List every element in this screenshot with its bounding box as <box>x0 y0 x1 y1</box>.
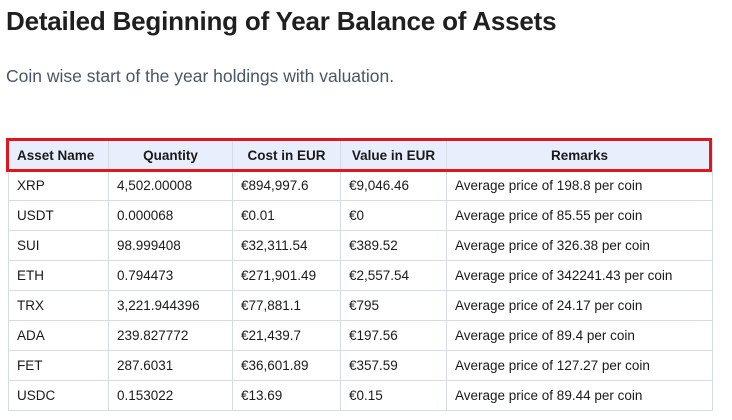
table-header: Asset Name Quantity Cost in EUR Value in… <box>8 140 713 171</box>
cell-remarks: Average price of 85.55 per coin <box>446 200 713 231</box>
cell-asset-name: FET <box>8 350 109 381</box>
cell-quantity: 0.153022 <box>108 380 233 411</box>
header-remarks: Remarks <box>446 140 713 171</box>
cell-quantity: 3,221.944396 <box>108 290 233 321</box>
cell-asset-name: SUI <box>8 230 109 261</box>
cell-quantity: 98.999408 <box>108 230 233 261</box>
cell-asset-name: ADA <box>8 320 109 351</box>
header-asset-name: Asset Name <box>8 140 109 171</box>
cell-cost: €36,601.89 <box>232 350 341 381</box>
header-cost-in-eur: Cost in EUR <box>232 140 341 171</box>
cell-quantity: 239.827772 <box>108 320 233 351</box>
cell-remarks: Average price of 24.17 per coin <box>446 290 713 321</box>
cell-cost: €0.01 <box>232 200 341 231</box>
cell-value: €357.59 <box>340 350 447 381</box>
cell-quantity: 0.794473 <box>108 260 233 291</box>
cell-cost: €21,439.7 <box>232 320 341 351</box>
cell-asset-name: USDC <box>8 380 109 411</box>
cell-value: €0.15 <box>340 380 447 411</box>
table-row: ADA 239.827772 €21,439.7 €197.56 Average… <box>8 320 713 351</box>
cell-remarks: Average price of 198.8 per coin <box>446 170 713 201</box>
table-row: XRP 4,502.00008 €894,997.6 €9,046.46 Ave… <box>8 170 713 201</box>
page-title: Detailed Beginning of Year Balance of As… <box>6 6 557 36</box>
cell-cost: €77,881.1 <box>232 290 341 321</box>
page-subtitle: Coin wise start of the year holdings wit… <box>6 66 395 86</box>
header-quantity: Quantity <box>108 140 233 171</box>
table-body: XRP 4,502.00008 €894,997.6 €9,046.46 Ave… <box>8 170 713 411</box>
cell-value: €0 <box>340 200 447 231</box>
table-row: TRX 3,221.944396 €77,881.1 €795 Average … <box>8 290 713 321</box>
assets-table: Asset Name Quantity Cost in EUR Value in… <box>8 140 713 411</box>
cell-remarks: Average price of 326.38 per coin <box>446 230 713 261</box>
table-row: FET 287.6031 €36,601.89 €357.59 Average … <box>8 350 713 381</box>
cell-cost: €32,311.54 <box>232 230 341 261</box>
cell-asset-name: TRX <box>8 290 109 321</box>
cell-value: €389.52 <box>340 230 447 261</box>
cell-value: €9,046.46 <box>340 170 447 201</box>
cell-cost: €271,901.49 <box>232 260 341 291</box>
table-header-row: Asset Name Quantity Cost in EUR Value in… <box>8 140 713 171</box>
cell-value: €795 <box>340 290 447 321</box>
cell-remarks: Average price of 342241.43 per coin <box>446 260 713 291</box>
cell-value: €197.56 <box>340 320 447 351</box>
table-row: USDC 0.153022 €13.69 €0.15 Average price… <box>8 380 713 411</box>
cell-asset-name: XRP <box>8 170 109 201</box>
table-row: ETH 0.794473 €271,901.49 €2,557.54 Avera… <box>8 260 713 291</box>
cell-asset-name: ETH <box>8 260 109 291</box>
cell-remarks: Average price of 127.27 per coin <box>446 350 713 381</box>
cell-cost: €13.69 <box>232 380 341 411</box>
header-value-in-eur: Value in EUR <box>340 140 447 171</box>
cell-remarks: Average price of 89.4 per coin <box>446 320 713 351</box>
cell-remarks: Average price of 89.44 per coin <box>446 380 713 411</box>
table-row: SUI 98.999408 €32,311.54 €389.52 Average… <box>8 230 713 261</box>
table-row: USDT 0.000068 €0.01 €0 Average price of … <box>8 200 713 231</box>
cell-value: €2,557.54 <box>340 260 447 291</box>
cell-quantity: 0.000068 <box>108 200 233 231</box>
cell-cost: €894,997.6 <box>232 170 341 201</box>
cell-quantity: 287.6031 <box>108 350 233 381</box>
cell-asset-name: USDT <box>8 200 109 231</box>
cell-quantity: 4,502.00008 <box>108 170 233 201</box>
